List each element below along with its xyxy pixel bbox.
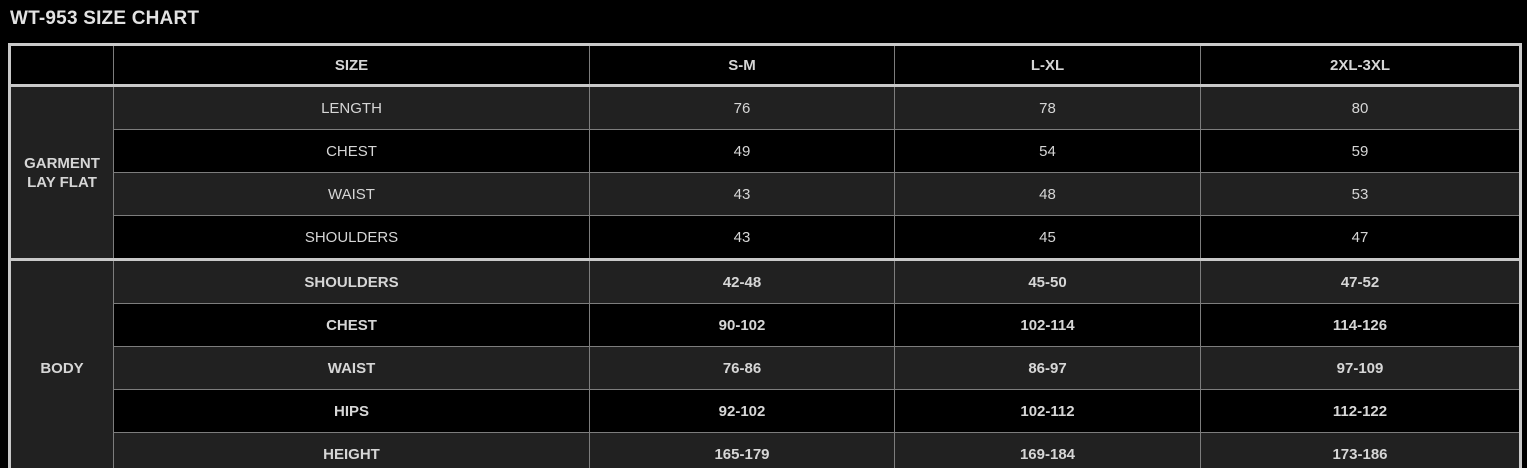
header-col-s-m: S-M	[589, 44, 895, 86]
value-cell: 92-102	[589, 389, 895, 433]
value-cell: 42-48	[589, 259, 895, 304]
measure-label: SHOULDERS	[113, 259, 590, 304]
section-label-garment-lay-flat: GARMENT LAY FLAT	[9, 85, 114, 260]
value-cell: 78	[894, 85, 1201, 130]
measure-label: HEIGHT	[113, 432, 590, 468]
header-corner-cell	[9, 44, 114, 86]
section-label-body: BODY	[9, 259, 114, 468]
table-row: WAIST 76-86 86-97 97-109	[10, 346, 1521, 390]
value-cell: 45-50	[894, 259, 1201, 304]
table-row: HEIGHT 165-179 169-184 173-186	[10, 432, 1521, 468]
value-cell: 169-184	[894, 432, 1201, 468]
value-cell: 49	[589, 129, 895, 173]
header-size-label: SIZE	[113, 44, 590, 86]
value-cell: 59	[1200, 129, 1521, 173]
value-cell: 76-86	[589, 346, 895, 390]
measure-label: WAIST	[113, 346, 590, 390]
value-cell: 76	[589, 85, 895, 130]
value-cell: 47	[1200, 215, 1521, 260]
value-cell: 45	[894, 215, 1201, 260]
value-cell: 97-109	[1200, 346, 1521, 390]
value-cell: 43	[589, 215, 895, 260]
garment-lay-flat-section: GARMENT LAY FLAT LENGTH 76 78 80 CHEST 4…	[9, 85, 1521, 260]
table-row: CHEST 49 54 59	[10, 129, 1521, 173]
size-chart-table: SIZE S-M L-XL 2XL-3XL GARMENT LAY FLAT L…	[8, 43, 1522, 468]
table-row: CHEST 90-102 102-114 114-126	[10, 303, 1521, 347]
measure-label: LENGTH	[113, 85, 590, 130]
value-cell: 48	[894, 172, 1201, 216]
measure-label: CHEST	[113, 303, 590, 347]
header-col-l-xl: L-XL	[894, 44, 1201, 86]
body-section: BODY SHOULDERS 42-48 45-50 47-52 CHEST 9…	[9, 259, 1521, 468]
value-cell: 173-186	[1200, 432, 1521, 468]
value-cell: 114-126	[1200, 303, 1521, 347]
value-cell: 86-97	[894, 346, 1201, 390]
table-row: HIPS 92-102 102-112 112-122	[10, 389, 1521, 433]
value-cell: 112-122	[1200, 389, 1521, 433]
header-row: SIZE S-M L-XL 2XL-3XL	[9, 44, 1521, 86]
page-title: WT-953 SIZE CHART	[10, 8, 200, 29]
measure-label: HIPS	[113, 389, 590, 433]
header-col-2xl-3xl: 2XL-3XL	[1200, 44, 1521, 86]
table-header: SIZE S-M L-XL 2XL-3XL	[9, 44, 1521, 86]
value-cell: 53	[1200, 172, 1521, 216]
value-cell: 80	[1200, 85, 1521, 130]
table-row: GARMENT LAY FLAT LENGTH 76 78 80	[9, 85, 1521, 260]
table-row: BODY SHOULDERS 42-48 45-50 47-52	[9, 259, 1521, 468]
value-cell: 102-114	[894, 303, 1201, 347]
value-cell: 54	[894, 129, 1201, 173]
value-cell: 102-112	[894, 389, 1201, 433]
value-cell: 165-179	[589, 432, 895, 468]
value-cell: 43	[589, 172, 895, 216]
measure-label: WAIST	[113, 172, 590, 216]
measure-label: SHOULDERS	[113, 215, 590, 260]
measure-label: CHEST	[113, 129, 590, 173]
value-cell: 47-52	[1200, 259, 1521, 304]
table-row: SHOULDERS 43 45 47	[10, 215, 1521, 260]
value-cell: 90-102	[589, 303, 895, 347]
table-row: WAIST 43 48 53	[10, 172, 1521, 216]
